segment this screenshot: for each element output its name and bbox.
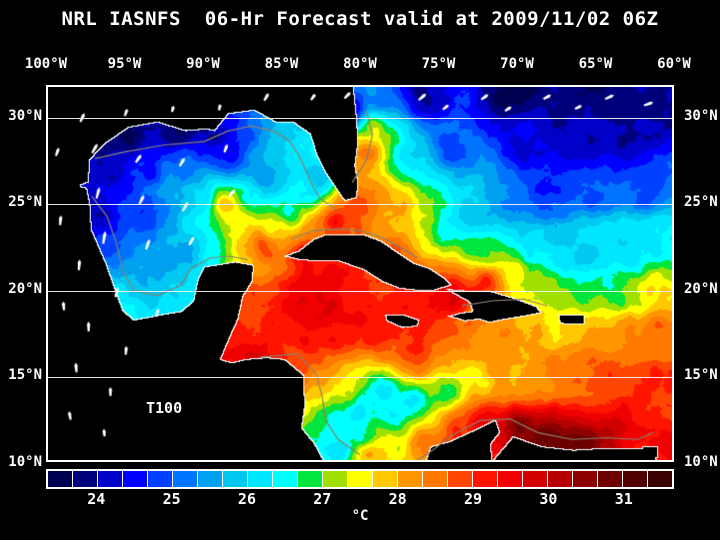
colorbar-tick-25: 25 [162, 490, 181, 508]
lon-tick-85W: 85°W [264, 56, 299, 72]
colorbar-swatch [548, 471, 573, 487]
colorbar [46, 469, 674, 489]
colorbar-swatch [298, 471, 323, 487]
page-title: NRL IASNFS 06-Hr Forecast valid at 2009/… [61, 8, 659, 30]
colorbar-swatch [473, 471, 498, 487]
sst-field-canvas [48, 87, 672, 460]
longitude-axis-labels: 100°W 95°W 90°W 85°W 80°W 75°W 70°W 65°W 60°W [0, 56, 720, 76]
colorbar-swatch [173, 471, 198, 487]
colorbar-tick-26: 26 [237, 490, 256, 508]
colorbar-swatch [623, 471, 648, 487]
lon-tick-95W: 95°W [107, 56, 142, 72]
lon-tick-100W: 100°W [24, 56, 68, 72]
colorbar-tick-30: 30 [539, 490, 558, 508]
colorbar-tick-24: 24 [87, 490, 106, 508]
lat-tick-left-30N: 30°N [8, 107, 42, 124]
colorbar-swatch [48, 471, 73, 487]
lat-tick-right-30N: 30°N [684, 107, 718, 124]
map-plot-frame: T100 [46, 85, 674, 462]
lat-tick-right-25N: 25°N [684, 194, 718, 211]
colorbar-swatch [423, 471, 448, 487]
colorbar-swatch [148, 471, 173, 487]
lon-tick-90W: 90°W [186, 56, 220, 72]
colorbar-swatch [198, 471, 223, 487]
lat-tick-left-10N: 10°N [8, 454, 42, 470]
lon-tick-80W: 80°W [343, 56, 377, 72]
lat-tick-left-15N: 15°N [8, 367, 42, 384]
colorbar-swatch [348, 471, 373, 487]
colorbar-swatch [273, 471, 298, 487]
colorbar-swatch [323, 471, 348, 487]
lon-tick-65W: 65°W [578, 56, 613, 72]
colorbar-swatch [373, 471, 398, 487]
colorbar-swatch [123, 471, 148, 487]
colorbar-swatches [48, 471, 672, 487]
colorbar-swatch [648, 471, 672, 487]
colorbar-tick-29: 29 [464, 490, 483, 508]
colorbar-swatch [573, 471, 598, 487]
lon-tick-75W: 75°W [421, 56, 456, 72]
colorbar-swatch [598, 471, 623, 487]
colorbar-swatch [98, 471, 123, 487]
colorbar-unit-label: °C [351, 508, 369, 524]
lat-tick-right-10N: 10°N [684, 454, 718, 470]
colorbar-swatch [248, 471, 273, 487]
lat-tick-right-15N: 15°N [684, 367, 718, 384]
lon-tick-70W: 70°W [500, 56, 534, 72]
colorbar-tick-28: 28 [388, 490, 407, 508]
lat-tick-left-25N: 25°N [8, 194, 42, 211]
lat-tick-right-20N: 20°N [684, 280, 718, 297]
variable-annotation-t100: T100 [146, 399, 183, 417]
colorbar-tick-labels: 24 25 26 27 28 29 30 31 [0, 490, 720, 512]
colorbar-swatch [498, 471, 523, 487]
colorbar-swatch [398, 471, 423, 487]
lon-tick-60W: 60°W [657, 56, 691, 72]
colorbar-swatch [73, 471, 98, 487]
colorbar-tick-27: 27 [313, 490, 332, 508]
colorbar-swatch [448, 471, 473, 487]
colorbar-tick-31: 31 [614, 490, 633, 508]
colorbar-swatch [523, 471, 548, 487]
colorbar-swatch [223, 471, 248, 487]
lat-tick-left-20N: 20°N [8, 280, 42, 297]
